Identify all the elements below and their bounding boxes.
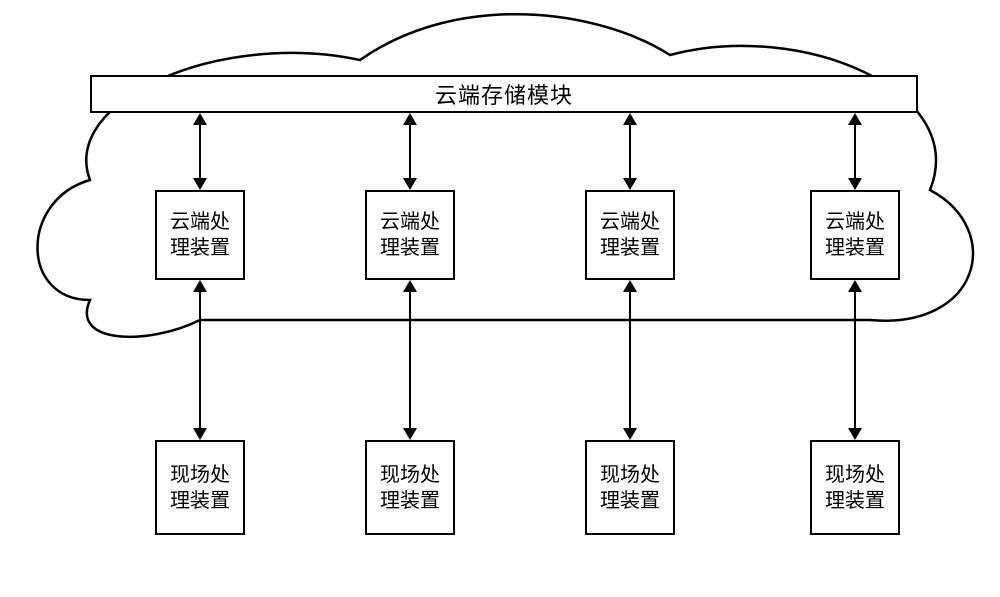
diagram-canvas: 云端存储模块 云端处理装置 云端处理装置 云端处理装置 云端处理装置 现场处理装置 现场… [0,0,1000,597]
field-processing-device: 现场处理装置 [365,440,455,535]
cloud-processing-device: 云端处理装置 [365,190,455,280]
field-processing-device: 现场处理装置 [810,440,900,535]
cloud-processing-device: 云端处理装置 [810,190,900,280]
field-processing-device: 现场处理装置 [155,440,245,535]
field-node-label: 现场处理装置 [825,462,885,514]
cloud-storage-label: 云端存储模块 [435,78,573,110]
cloud-node-label: 云端处理装置 [170,209,230,261]
cloud-node-label: 云端处理装置 [825,209,885,261]
field-node-label: 现场处理装置 [600,462,660,514]
cloud-node-label: 云端处理装置 [600,209,660,261]
cloud-storage-module: 云端存储模块 [90,75,918,113]
field-processing-device: 现场处理装置 [585,440,675,535]
field-node-label: 现场处理装置 [380,462,440,514]
cloud-processing-device: 云端处理装置 [155,190,245,280]
field-node-label: 现场处理装置 [170,462,230,514]
cloud-processing-device: 云端处理装置 [585,190,675,280]
cloud-node-label: 云端处理装置 [380,209,440,261]
